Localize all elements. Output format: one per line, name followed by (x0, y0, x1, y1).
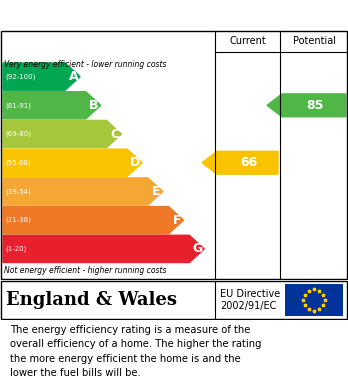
Text: 85: 85 (306, 99, 324, 112)
Text: Current: Current (229, 36, 266, 46)
Text: D: D (130, 156, 140, 169)
Text: Potential: Potential (293, 36, 335, 46)
Text: (92-100): (92-100) (5, 74, 35, 80)
Text: G: G (192, 242, 202, 255)
Polygon shape (202, 151, 278, 174)
Polygon shape (3, 120, 121, 148)
Text: F: F (173, 213, 182, 227)
Text: (81-91): (81-91) (5, 102, 31, 109)
Text: England & Wales: England & Wales (6, 291, 177, 309)
Text: (55-68): (55-68) (5, 160, 31, 166)
Text: 66: 66 (240, 156, 257, 169)
Text: Energy Efficiency Rating: Energy Efficiency Rating (10, 7, 232, 23)
Text: (39-54): (39-54) (5, 188, 31, 195)
Text: (21-38): (21-38) (5, 217, 31, 223)
Text: E: E (152, 185, 161, 198)
Text: (1-20): (1-20) (5, 246, 26, 252)
Text: (69-80): (69-80) (5, 131, 31, 137)
Text: 2002/91/EC: 2002/91/EC (220, 301, 276, 311)
Bar (285, 284, 343, 316)
Text: A: A (69, 70, 78, 83)
Polygon shape (3, 92, 101, 119)
Text: B: B (89, 99, 99, 112)
Polygon shape (3, 63, 80, 90)
Polygon shape (267, 94, 346, 117)
Polygon shape (3, 149, 142, 176)
Text: Very energy efficient - lower running costs: Very energy efficient - lower running co… (4, 60, 166, 69)
Polygon shape (3, 206, 183, 234)
Polygon shape (3, 178, 163, 205)
Text: EU Directive: EU Directive (220, 289, 280, 299)
Text: The energy efficiency rating is a measure of the
overall efficiency of a home. T: The energy efficiency rating is a measur… (10, 325, 262, 378)
Text: C: C (110, 127, 119, 140)
Text: Not energy efficient - higher running costs: Not energy efficient - higher running co… (4, 266, 166, 275)
Polygon shape (3, 235, 204, 262)
